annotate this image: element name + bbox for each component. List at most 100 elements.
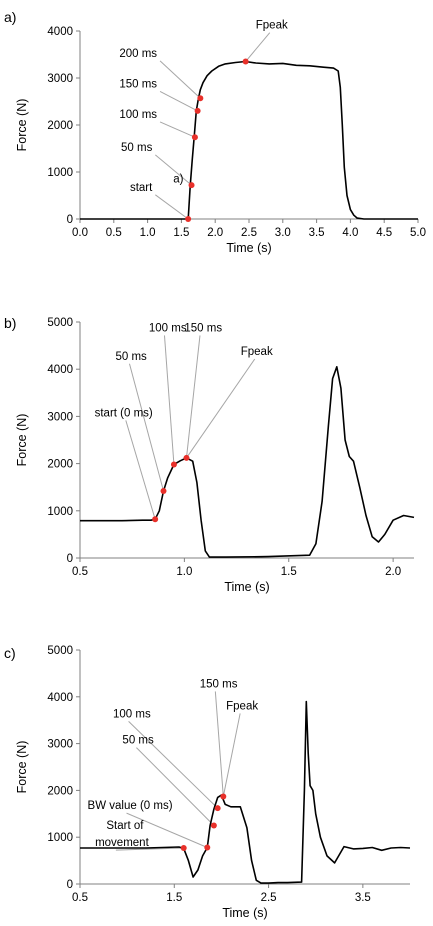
x-axis-title: Time (s): [222, 906, 267, 920]
y-tick-label: 2000: [47, 785, 73, 797]
data-marker: [180, 844, 187, 851]
annotation-leader-line: [159, 60, 201, 99]
y-tick-label: 0: [67, 214, 73, 226]
x-tick-label: 4.5: [376, 227, 392, 239]
data-marker: [242, 58, 249, 65]
x-tick-label: 1.0: [176, 566, 192, 578]
annotation-label: start (0 ms): [95, 407, 153, 419]
y-axis-title: Force (N): [15, 99, 29, 152]
x-tick-label: 1.5: [281, 566, 297, 578]
x-tick-label: 0.5: [106, 227, 122, 239]
annotation-label: a): [173, 173, 183, 185]
data-marker: [152, 516, 159, 523]
annotation-label: 100 ms: [113, 708, 151, 720]
x-tick-label: 2.0: [207, 227, 223, 239]
x-tick-label: 2.0: [385, 566, 401, 578]
y-tick-label: 3000: [47, 411, 73, 423]
annotation-leader-line: [159, 90, 198, 112]
x-tick-label: 3.0: [275, 227, 291, 239]
panel-3: c) 0 1000 2000 3000 4000 5000 0.5 1.5 2.5 3.5 Time …: [4, 645, 411, 920]
annotation-leader-line: [115, 847, 184, 851]
x-tick-label: 0.5: [72, 566, 88, 578]
annotation-label: Fpeak: [226, 700, 258, 712]
annotation-leader-line: [159, 121, 196, 138]
annotation-label: BW value (0 ms): [88, 800, 173, 812]
y-tick-label: 3000: [47, 73, 73, 85]
annotation-leader-line: [186, 358, 256, 459]
x-tick-label: 1.5: [173, 227, 189, 239]
data-marker: [214, 805, 221, 812]
panel-2: b) 0 1000 2000 3000 4000 5000 0.5 1.0 1.5 2.0 Time …: [4, 315, 415, 594]
annotation-label: Fpeak: [241, 346, 273, 358]
data-marker: [185, 216, 192, 222]
annotation-leader-line: [155, 154, 192, 186]
x-axis-title: Time (s): [224, 580, 269, 594]
y-tick-label: 5000: [47, 645, 73, 657]
y-tick-label: 4000: [47, 364, 73, 376]
annotation-label: start: [130, 182, 153, 194]
annotation-leader-line: [155, 194, 189, 220]
y-tick-label: 1000: [47, 832, 73, 844]
y-tick-label: 2000: [47, 459, 73, 471]
annotation-label: 150 ms: [200, 678, 238, 690]
annotation-leader-line: [222, 713, 241, 797]
annotation-leader-line: [128, 721, 219, 809]
annotation-leader-line: [185, 335, 201, 458]
x-tick-label: 0.5: [72, 892, 88, 904]
y-axis-title: Force (N): [15, 741, 29, 794]
x-tick-label: 2.5: [261, 892, 277, 904]
data-marker: [220, 793, 227, 800]
y-tick-label: 5000: [47, 317, 73, 329]
data-marker: [210, 822, 217, 829]
x-tick-label: 2.5: [241, 227, 257, 239]
annotation-leader-line: [214, 691, 224, 797]
annotation-label: 50 ms: [122, 735, 154, 747]
annotation-leader-line: [129, 363, 164, 492]
data-marker: [194, 107, 201, 114]
y-tick-label: 2000: [47, 120, 73, 132]
data-marker: [191, 134, 198, 141]
y-tick-label: 1000: [47, 506, 73, 518]
annotation-leader-line: [126, 812, 208, 848]
annotation-leader-line: [136, 747, 215, 826]
annotation-leader-line: [245, 32, 271, 62]
force-series-line: [80, 700, 411, 884]
data-marker: [170, 461, 177, 468]
panel-label: b): [4, 315, 16, 331]
annotation-label: Start of: [106, 820, 144, 832]
y-tick-label: 3000: [47, 739, 73, 751]
x-tick-label: 5.0: [410, 227, 426, 239]
data-marker: [160, 487, 167, 494]
annotation-label: Fpeak: [256, 20, 288, 32]
panel-label: c): [4, 645, 16, 661]
y-tick-label: 0: [67, 553, 73, 565]
x-tick-label: 3.5: [355, 892, 371, 904]
annotation-label: 150 ms: [119, 78, 157, 90]
annotation-label: 100 ms: [149, 322, 187, 334]
y-axis-title: Force (N): [15, 414, 29, 467]
x-tick-label: 0.0: [72, 227, 88, 239]
annotation-leader-line: [125, 420, 156, 520]
data-marker: [204, 844, 211, 851]
x-tick-label: 4.0: [342, 227, 358, 239]
y-tick-label: 1000: [47, 167, 73, 179]
annotation-label: 100 ms: [119, 109, 157, 121]
data-marker: [197, 95, 204, 102]
y-tick-label: 0: [67, 879, 73, 891]
x-tick-label: 1.0: [140, 227, 156, 239]
annotation-label: 150 ms: [184, 322, 222, 334]
x-tick-label: 1.5: [166, 892, 182, 904]
x-axis-title: Time (s): [226, 241, 271, 255]
annotation-label: 50 ms: [115, 351, 147, 363]
y-tick-label: 4000: [47, 692, 73, 704]
data-marker: [183, 454, 190, 461]
annotation-label: movement: [95, 837, 149, 849]
data-marker: [188, 182, 195, 189]
panel-label: a): [4, 9, 16, 25]
panel-1: a) 0 1000 2000 3000 4000 0.0 0.5 1.0 1.5 2.0 2.5 3.0…: [4, 9, 426, 255]
annotation-label: 200 ms: [119, 48, 157, 60]
annotation-label: 50 ms: [121, 142, 153, 154]
x-tick-label: 3.5: [309, 227, 325, 239]
annotation-leader-line: [163, 335, 175, 465]
